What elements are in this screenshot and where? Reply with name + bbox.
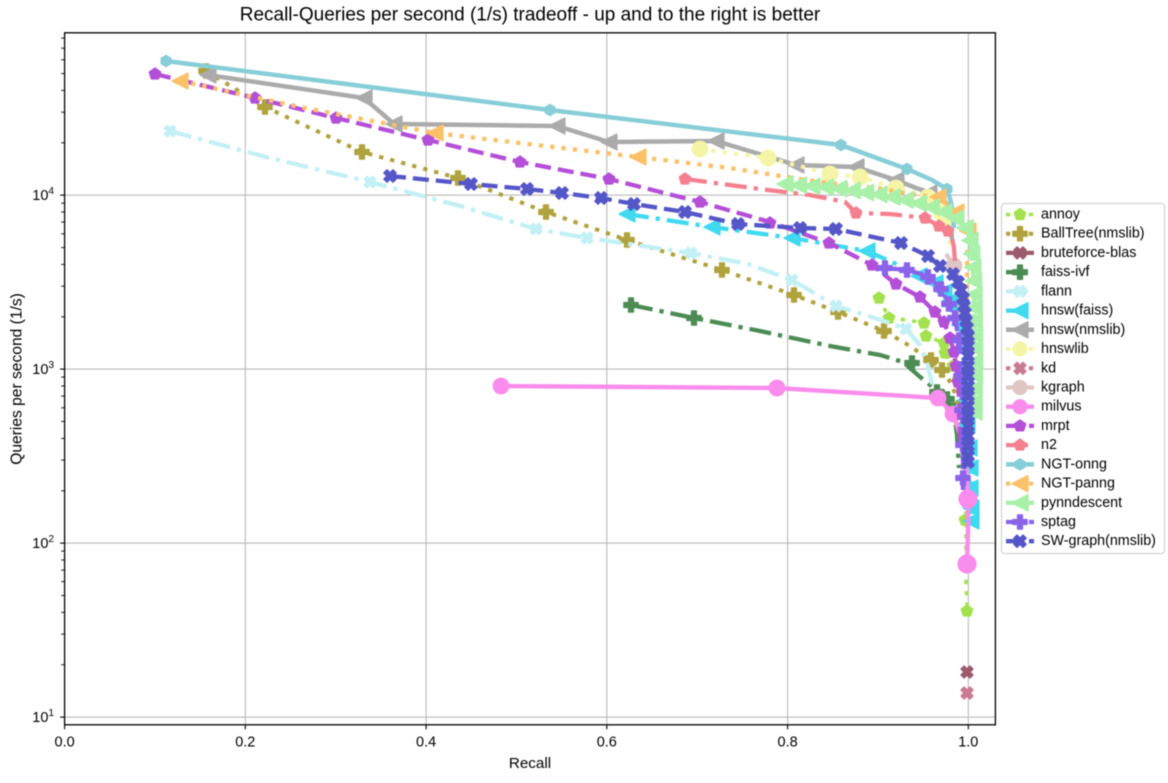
svg-text:milvus: milvus [1041, 399, 1082, 415]
svg-text:0.8: 0.8 [778, 734, 798, 750]
svg-text:kgraph: kgraph [1041, 380, 1085, 396]
svg-text:sptag: sptag [1041, 514, 1076, 530]
svg-text:annoy: annoy [1041, 207, 1081, 223]
svg-text:BallTree(nmslib): BallTree(nmslib) [1041, 226, 1145, 242]
svg-text:NGT-onng: NGT-onng [1041, 456, 1107, 472]
svg-text:Queries per second (1/s): Queries per second (1/s) [9, 293, 26, 465]
svg-text:flann: flann [1041, 283, 1072, 299]
svg-text:hnsw(nmslib): hnsw(nmslib) [1041, 322, 1125, 338]
svg-text:n2: n2 [1041, 437, 1057, 453]
svg-text:NGT-panng: NGT-panng [1041, 476, 1115, 492]
svg-text:Recall: Recall [509, 755, 551, 772]
svg-text:bruteforce-blas: bruteforce-blas [1041, 245, 1136, 261]
svg-text:0.2: 0.2 [235, 734, 255, 750]
svg-text:faiss-ivf: faiss-ivf [1041, 264, 1089, 280]
svg-text:0.0: 0.0 [55, 734, 75, 750]
svg-text:0.6: 0.6 [597, 734, 617, 750]
svg-text:kd: kd [1041, 360, 1056, 376]
svg-text:1.0: 1.0 [958, 734, 978, 750]
svg-text:pynndescent: pynndescent [1041, 495, 1122, 511]
svg-text:hnswlib: hnswlib [1041, 341, 1089, 357]
svg-text:SW-graph(nmslib): SW-graph(nmslib) [1041, 533, 1156, 549]
svg-text:mrpt: mrpt [1041, 418, 1070, 434]
svg-text:hnsw(faiss): hnsw(faiss) [1041, 303, 1113, 319]
svg-text:Recall-Queries per second (1/s: Recall-Queries per second (1/s) tradeoff… [240, 5, 821, 26]
svg-text:0.4: 0.4 [416, 734, 436, 750]
